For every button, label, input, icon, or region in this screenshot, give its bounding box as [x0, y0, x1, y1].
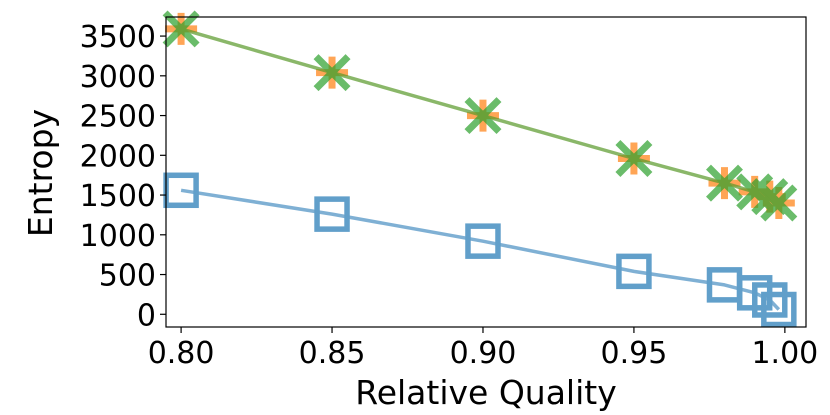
- x-tick-label-3: 0.95: [601, 336, 668, 371]
- y-tick-label-1: 500: [99, 259, 156, 294]
- y-axis-title: Entropy: [21, 109, 60, 237]
- series-green-x-point-0: [162, 10, 200, 48]
- series-blue-square-point-1: [314, 196, 350, 232]
- series-green-x-point-1: [313, 54, 351, 92]
- y-tick-label-0: 0: [137, 298, 156, 333]
- series-blue-square-point-3: [616, 253, 652, 290]
- x-tick-label-4: 1.00: [751, 336, 818, 371]
- y-tick-label-7: 3500: [80, 20, 156, 55]
- y-tick-label-3: 1500: [80, 179, 156, 214]
- y-tick-label-4: 2000: [80, 139, 156, 174]
- y-tick-label-5: 2500: [80, 100, 156, 135]
- y-tick-label-6: 3000: [80, 60, 156, 95]
- series-green-x-point-4: [706, 164, 743, 202]
- series-blue-square-point-6: [752, 282, 788, 318]
- series-green-x-point-2: [464, 97, 502, 135]
- x-tick-label-1: 0.85: [299, 336, 366, 371]
- series-blue-square-point-7: [761, 291, 797, 328]
- series-blue-square-line: [180, 188, 781, 311]
- series-green-x-point-7: [760, 184, 798, 222]
- series-green-x-point-3: [615, 140, 653, 177]
- x-tick-label-0: 0.80: [148, 336, 215, 371]
- x-tick-label-2: 0.90: [450, 336, 517, 371]
- series-blue-square-point-2: [465, 223, 501, 259]
- x-axis-title: Relative Quality: [355, 373, 617, 412]
- series-green-x: [162, 10, 798, 222]
- y-tick-label-2: 1000: [80, 219, 156, 254]
- series-blue-square: [163, 172, 797, 328]
- plot-frame: [165, 16, 807, 328]
